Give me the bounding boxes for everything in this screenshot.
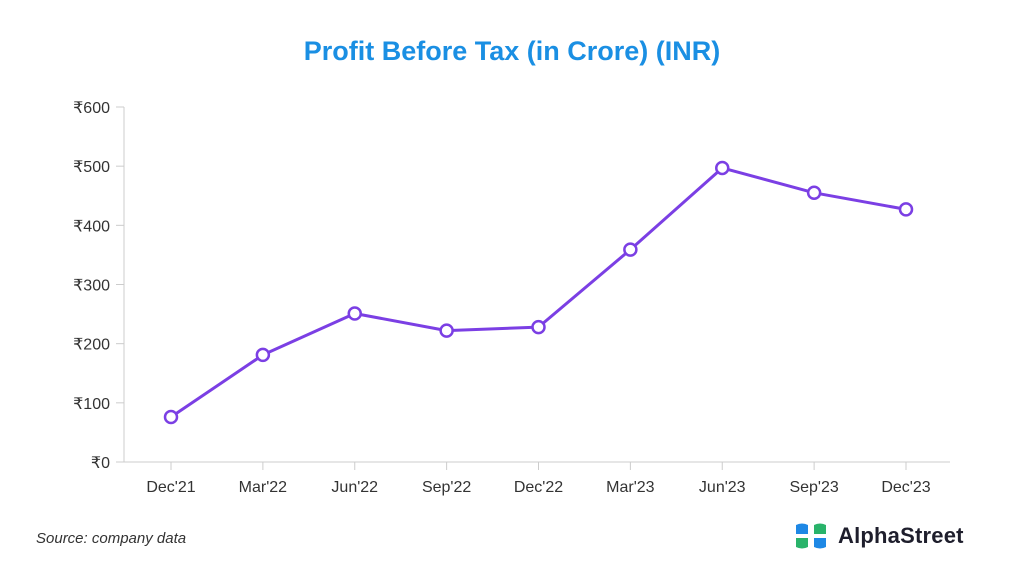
y-tick-label: ₹400 [73,218,110,235]
brand: AlphaStreet [794,522,964,550]
series-line [170,166,907,419]
data-point [347,306,362,321]
data-point [623,242,638,257]
y-tick-label: ₹300 [73,278,110,295]
chart-series [163,160,914,425]
y-tick-label: ₹200 [73,337,110,354]
alphastreet-logo-icon [796,523,826,549]
data-point [163,409,179,425]
brand-name: AlphaStreet [838,523,964,548]
data-point [715,160,730,176]
source-note: Source: company data [36,530,187,547]
data-point [255,347,271,363]
data-point [898,202,914,217]
data-point [439,323,454,338]
x-tick-label: Dec'23 [881,479,930,496]
y-tick-label: ₹0 [91,455,110,472]
x-tick-label: Jun'22 [331,479,378,496]
y-tick-label: ₹500 [73,159,110,176]
data-point [806,185,822,201]
x-tick-label: Dec'22 [514,479,563,496]
x-tick-label: Sep'22 [422,479,471,496]
data-point [531,319,546,335]
x-tick-label: Mar'23 [606,479,655,496]
y-tick-label: ₹100 [73,396,110,413]
chart-axes [123,107,950,463]
y-axis-ticks: ₹0 ₹100 ₹200 ₹300 ₹400 ₹500 ₹600 [73,100,124,472]
x-tick-label: Dec'21 [146,479,195,496]
x-tick-label: Mar'22 [239,479,288,496]
x-tick-label: Sep'23 [789,479,838,496]
y-tick-label: ₹600 [73,100,110,117]
x-tick-label: Jun'23 [699,479,746,496]
chart-title: Profit Before Tax (in Crore) (INR) [303,36,721,66]
x-axis-ticks: Dec'21 Mar'22 Jun'22 Sep'22 Dec'22 Mar'23 Jun'… [146,462,931,496]
